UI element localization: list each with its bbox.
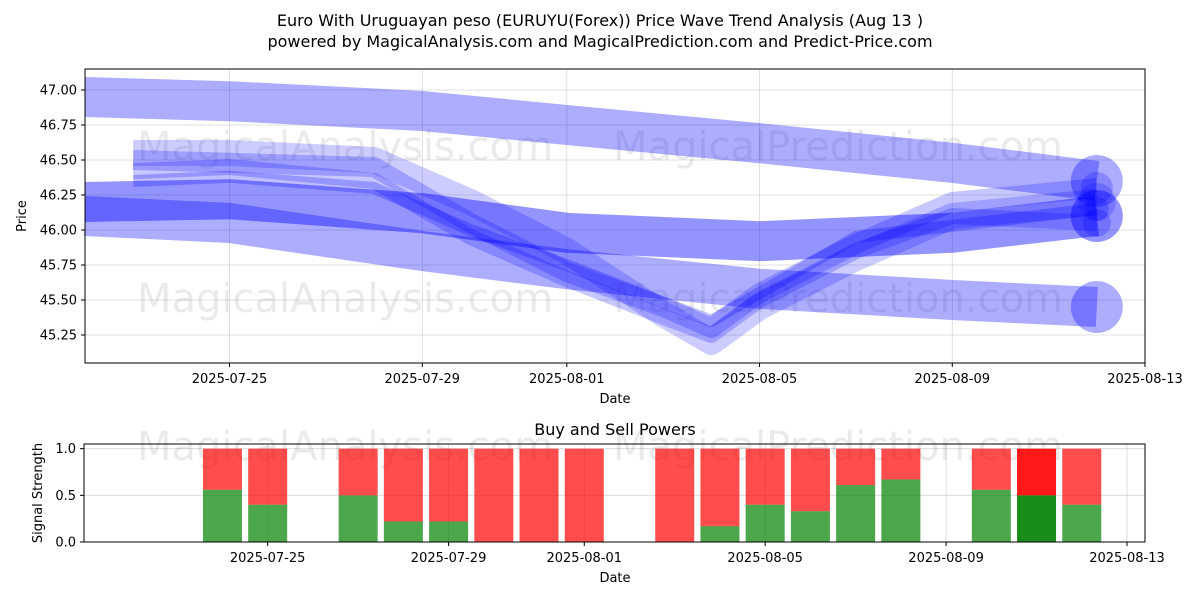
sell-power-bar [338,448,378,496]
price-x-tick-label: 2025-08-01 [529,372,605,387]
chart-title: Euro With Uruguayan peso (EURUYU(Forex))… [277,11,923,30]
signal-bars [202,448,1102,542]
signal-y-tick-label: 0.0 [55,536,76,551]
price-y-axis-label: Price [15,200,30,232]
price-x-axis-label: Date [599,392,630,407]
price-wave-band [84,77,1100,201]
price-wave-panel: MagicalAnalysis.com MagicalPrediction.co… [15,68,1183,407]
buy-power-bar [836,485,876,542]
price-wave-end-cap [1070,190,1123,242]
price-x-tick-label: 2025-08-05 [722,372,798,387]
signal-y-ticks: 0.0 0.5 1.0 [55,442,84,551]
watermark-prediction: MagicalPrediction.com [613,124,1063,170]
signal-x-tick-label: 2025-08-01 [546,551,622,566]
signal-y-tick-label: 0.5 [55,489,76,504]
sell-power-bar [474,448,514,542]
signal-y-tick-label: 1.0 [55,442,76,457]
price-y-ticks: 45.25 45.50 45.75 46.00 46.25 46.50 46.75 47.00 [40,84,85,344]
signal-plot-frame [83,443,1146,543]
sell-power-bar [655,448,695,542]
price-y-tick-label: 46.75 [40,119,77,134]
sell-power-bar [1062,448,1102,505]
sell-power-bar [519,448,559,542]
buy-sell-title: Buy and Sell Powers [534,420,696,439]
chart-subtitle: powered by MagicalAnalysis.com and Magic… [267,32,932,51]
price-wave-end-cap [1070,281,1123,333]
buy-power-bar [429,521,469,542]
buy-power-bar [248,504,288,542]
price-watermarks: MagicalAnalysis.com MagicalPrediction.co… [137,124,1063,322]
signal-x-tick-label: 2025-07-25 [230,551,306,566]
price-wave-end-cap [1070,155,1123,207]
sell-power-bar [881,448,921,480]
buy-power-bar [383,521,423,542]
watermark-analysis: MagicalAnalysis.com [137,276,553,322]
signal-x-ticks: 2025-07-25 2025-07-29 2025-08-01 2025-08-05… [230,542,1165,566]
sell-power-bar [429,448,469,522]
buy-power-bar [971,489,1011,542]
buy-sell-panel: Buy and Sell Powers MagicalAnalysis.com … [31,420,1165,586]
price-wave-band [84,196,1098,327]
watermark-prediction: MagicalPrediction.com [613,276,1063,322]
sell-power-bar [700,448,740,527]
price-y-tick-label: 47.00 [40,84,77,99]
price-y-tick-label: 46.50 [40,154,77,169]
buy-power-bar [338,495,378,542]
sell-power-bar [248,448,288,505]
price-x-tick-label: 2025-07-25 [192,372,268,387]
signal-x-tick-label: 2025-07-29 [411,551,487,566]
watermark-analysis: MagicalAnalysis.com [137,124,553,170]
price-y-tick-label: 45.50 [40,294,77,309]
price-wave-band [132,150,1098,338]
price-wave-end-cap [1080,172,1113,204]
price-wave-band [132,159,1098,343]
sell-power-bar [971,448,1011,490]
buy-power-bar [202,489,242,542]
price-wave-end-cap [1077,183,1116,221]
sell-power-bar [383,448,423,522]
sell-power-bar [1017,448,1057,496]
signal-x-tick-label: 2025-08-09 [908,551,984,566]
buy-power-bar [881,479,921,542]
price-x-tick-label: 2025-08-09 [914,372,990,387]
price-y-tick-label: 46.25 [40,189,77,204]
price-wave-end-cap [1084,197,1109,221]
signal-y-axis-label: Signal Strength [31,443,46,543]
sell-power-bar [790,448,830,512]
price-x-tick-label: 2025-08-13 [1107,372,1183,387]
price-wave-band [84,179,1100,262]
buy-power-bar [700,526,740,542]
price-wave-series [84,77,1123,355]
signal-x-tick-label: 2025-08-05 [727,551,803,566]
sell-power-bar [836,448,876,486]
sell-power-bar [202,448,242,490]
signal-x-axis-label: Date [599,571,630,586]
price-y-tick-label: 45.25 [40,329,77,344]
buy-power-bar [745,504,785,542]
price-wave-band [132,170,1098,327]
buy-power-bar [1017,495,1057,542]
price-x-ticks: 2025-07-25 2025-07-29 2025-08-01 2025-08-05… [192,363,1183,387]
price-plot-frame [84,68,1146,364]
sell-power-bar [564,448,604,542]
price-y-tick-label: 45.75 [40,259,77,274]
price-wave-band [133,140,1099,355]
price-y-tick-label: 46.00 [40,224,77,239]
price-x-tick-label: 2025-07-29 [384,372,460,387]
buy-power-bar [790,511,830,542]
buy-power-bar [1062,504,1102,542]
sell-power-bar [745,448,785,505]
signal-x-tick-label: 2025-08-13 [1089,551,1165,566]
price-wave-end-cap [1082,209,1111,237]
